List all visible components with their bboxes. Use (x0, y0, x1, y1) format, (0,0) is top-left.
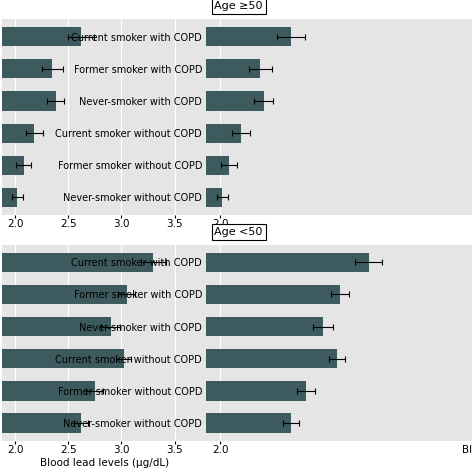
Bar (0, 124, 34, 143)
Bar (0, 188, 17, 207)
Bar (0, 317, 111, 336)
Bar (0, 285, 127, 304)
Bar (0, 253, 153, 272)
Bar (0, 155, 24, 175)
Bar (0, 27, 291, 46)
Bar (0, 124, 241, 143)
Bar (0, 349, 124, 368)
X-axis label: Blood lead levels (μg/dL): Blood lead levels (μg/dL) (40, 458, 169, 468)
Bar (0, 188, 222, 207)
Bar (0, 253, 369, 272)
Bar (0, 413, 291, 433)
Bar (0, 381, 95, 401)
Text: Bl: Bl (462, 445, 472, 455)
Bar (0, 413, 81, 433)
Bar (0, 27, 81, 46)
Bar (0, 381, 306, 401)
Bar (0, 91, 55, 110)
Text: Age <50: Age <50 (214, 227, 263, 237)
Bar (0, 59, 52, 79)
Text: Age ≥50: Age ≥50 (214, 1, 263, 11)
Bar (0, 155, 229, 175)
Bar (0, 317, 323, 336)
Bar (0, 59, 260, 79)
Bar (0, 91, 264, 110)
Bar (0, 285, 340, 304)
Bar (0, 349, 337, 368)
